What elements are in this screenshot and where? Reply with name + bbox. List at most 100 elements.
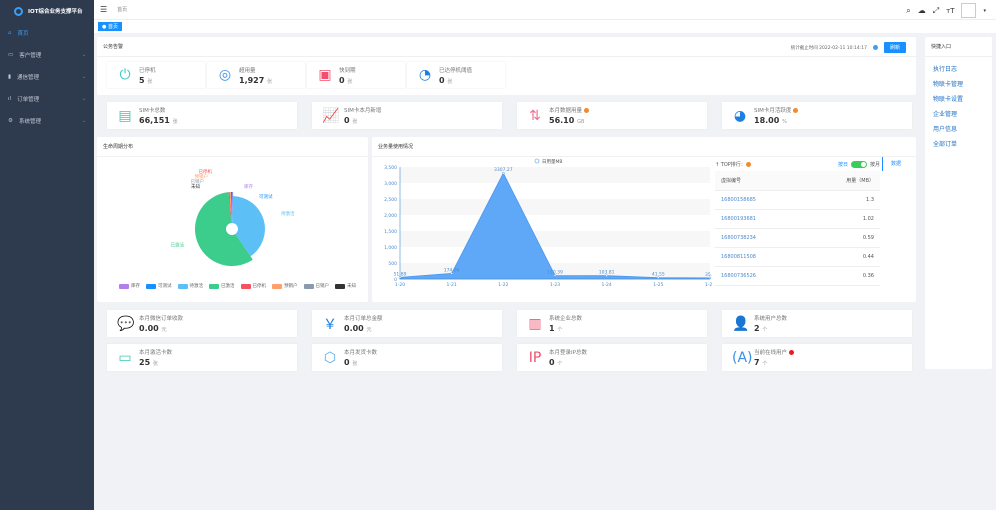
pie-slice[interactable]: [195, 192, 253, 266]
legend-item[interactable]: 可测试: [146, 283, 172, 289]
card-value: 18.00: [754, 116, 780, 125]
quick-link[interactable]: 执行日志: [933, 66, 958, 73]
legend-item[interactable]: 已销户: [303, 283, 329, 289]
fullscreen-icon[interactable]: ⤢: [932, 5, 940, 15]
chevron-down-icon: ⌄: [81, 118, 86, 124]
tab-home[interactable]: ● 首页: [98, 22, 122, 31]
pie-slice[interactable]: [230, 192, 232, 224]
sidebar-item-customer[interactable]: ▭ 客户管理 ⌄: [0, 44, 94, 66]
legend-label: 可测试: [158, 284, 172, 289]
virtual-number[interactable]: 16800736526: [715, 266, 805, 286]
quick-link[interactable]: 物联卡管理: [933, 81, 964, 88]
card-label: SIM卡本月新增: [344, 108, 382, 114]
card-value: 56.10: [549, 116, 575, 125]
avatar[interactable]: [961, 3, 977, 18]
menu-toggle-icon[interactable]: ☰: [100, 5, 108, 14]
gauge-icon: ◔: [418, 67, 432, 83]
table-row[interactable]: 16800158685 1.3: [715, 190, 880, 210]
card-value: 5: [139, 75, 145, 85]
legend-item[interactable]: 已停机: [240, 283, 266, 289]
info-icon: [793, 108, 799, 113]
virtual-number[interactable]: 16800193681: [715, 209, 805, 229]
grid-band: [400, 231, 710, 247]
quick-link[interactable]: 企业管理: [933, 111, 958, 118]
card-label: 本月微信订单收款: [139, 316, 184, 322]
alarm-card: ◔ 已达停机阈值 0 张: [407, 62, 505, 88]
virtual-number[interactable]: 16800158685: [715, 190, 805, 210]
card-label: 快到期: [339, 67, 356, 74]
breadcrumb[interactable]: 首页: [117, 7, 128, 13]
card-unit: 张: [347, 78, 353, 85]
card-unit: 张: [172, 119, 178, 125]
table-row[interactable]: 16800738234 0.59: [715, 228, 880, 248]
grid-band: [400, 199, 710, 215]
sidebar-item-home[interactable]: ⌂ 首页: [0, 22, 94, 44]
table-row[interactable]: 16800193681 1.02: [715, 209, 880, 229]
search-icon[interactable]: ⌕: [906, 5, 911, 15]
legend-item[interactable]: 未知: [335, 283, 356, 289]
power-icon: ⏻: [119, 67, 131, 83]
legend-swatch: [240, 283, 251, 289]
data-label: 174.06: [444, 267, 460, 273]
by-day-label[interactable]: 按日: [837, 161, 848, 168]
by-month-label[interactable]: 按月: [869, 161, 880, 168]
card-label: 系统用户总数: [754, 316, 788, 322]
label: 首页: [17, 31, 29, 37]
card-value: 0: [344, 116, 350, 125]
legend-swatch: [303, 283, 314, 289]
pie-slice[interactable]: [232, 192, 234, 224]
alarm-card: ▣ 快到期 0 张: [307, 62, 405, 88]
trend-icon: 📈: [322, 107, 340, 124]
table-row[interactable]: 16800736526 0.36: [715, 266, 880, 286]
quick-link[interactable]: 全部订单: [933, 141, 958, 148]
legend-marker: [534, 158, 540, 164]
card-unit: GB: [577, 119, 585, 125]
caret-down-icon[interactable]: ▾: [983, 7, 986, 14]
legend-label: 已激活: [221, 284, 235, 289]
virtual-number[interactable]: 16800811508: [715, 247, 805, 267]
data-point: [450, 272, 453, 275]
pie-slice[interactable]: [232, 192, 233, 224]
pie-slice[interactable]: [228, 192, 232, 224]
card-value: 0.00: [139, 324, 159, 333]
grid-band: [400, 167, 710, 183]
sidebar-item-comm[interactable]: ▮ 通信管理 ⌄: [0, 66, 94, 88]
card-value: 25: [139, 358, 151, 367]
stat-card: ⇅ 本月数据用量 56.10 GB: [517, 102, 707, 129]
y-tick-label: 2,000: [384, 213, 397, 219]
legend-label: 预销户: [284, 284, 298, 289]
day-month-toggle[interactable]: [850, 160, 867, 168]
cloud-download-icon[interactable]: ☁: [917, 6, 926, 15]
data-point: [708, 276, 712, 280]
card-unit: 个: [557, 361, 563, 367]
legend-item[interactable]: 待激活: [177, 283, 203, 289]
app-title: IOT综合业务支撑平台: [28, 9, 83, 15]
quick-link[interactable]: 用户信息: [933, 126, 958, 133]
table-row[interactable]: 16800811508 0.44: [715, 247, 880, 267]
tab-data[interactable]: 数据: [882, 157, 901, 171]
sidebar-item-system[interactable]: ⚙ 系统管理 ⌄: [0, 110, 94, 132]
y-tick-label: 500: [388, 261, 397, 267]
data-point: [657, 276, 660, 279]
logo-icon: [14, 6, 23, 16]
stat-card: 📈 SIM卡本月新增 0 张: [312, 102, 502, 129]
legend-item[interactable]: 库存: [119, 283, 140, 289]
legend-item[interactable]: 预销户: [272, 283, 298, 289]
legend-item[interactable]: 已激活: [209, 283, 235, 289]
data-label: 3307.27: [494, 167, 513, 173]
pie-slice[interactable]: [232, 196, 265, 257]
refresh-button[interactable]: 刷新: [883, 42, 906, 53]
font-size-icon[interactable]: тT: [946, 6, 955, 15]
usage-value: 0.36: [804, 266, 880, 286]
usage-value: 0.59: [804, 228, 880, 248]
pie-slice[interactable]: [229, 192, 232, 224]
sidebar-item-order[interactable]: ıl 订单管理 ⌄: [0, 88, 94, 110]
card-value: 0: [439, 75, 445, 85]
virtual-number[interactable]: 16800738234: [715, 228, 805, 248]
card-value: 0.00: [344, 324, 364, 333]
label: 客户管理: [19, 53, 42, 59]
quick-link[interactable]: 物联卡设置: [933, 96, 964, 103]
card-value: 2: [754, 324, 760, 333]
data-label: 103.81: [599, 270, 615, 276]
card-unit: 张: [447, 78, 453, 85]
